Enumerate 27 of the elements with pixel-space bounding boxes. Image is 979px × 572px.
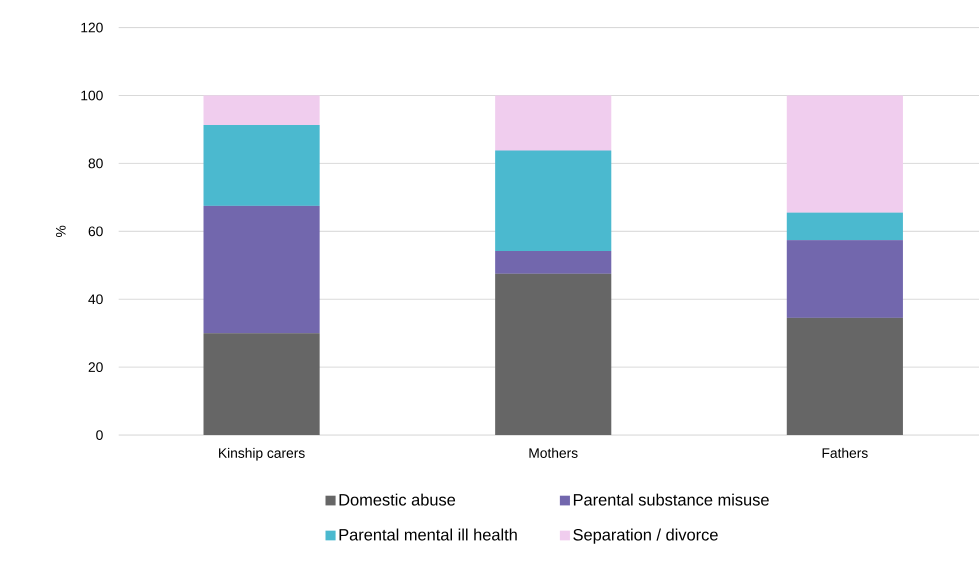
bar xyxy=(204,125,320,206)
x-tick-label: Kinship carers xyxy=(219,448,305,461)
y-tick-label: 120 xyxy=(81,22,103,32)
y-tick-label: 20 xyxy=(88,362,103,372)
y-tick-label: 0 xyxy=(96,430,103,440)
legend-label: Parental substance misuse xyxy=(574,494,769,506)
bar xyxy=(786,318,903,436)
bar xyxy=(204,96,320,126)
legend-label: Separation / divorce xyxy=(573,528,718,544)
bar xyxy=(204,333,320,436)
y-tick-label: 60 xyxy=(88,226,103,236)
bar xyxy=(495,251,612,274)
bar xyxy=(495,274,612,436)
y-tick-label: 40 xyxy=(88,294,103,304)
bar xyxy=(204,206,320,334)
y-tick-label: 80 xyxy=(88,158,103,168)
bar xyxy=(786,240,903,318)
bar xyxy=(495,150,612,252)
legend-label: Parental mental ill health xyxy=(340,528,517,541)
bar xyxy=(786,96,903,213)
x-tick-label: Fathers xyxy=(822,448,868,458)
y-tick-label: 100 xyxy=(81,90,103,100)
y-axis-title: % xyxy=(56,226,66,237)
bar xyxy=(786,212,903,240)
bar xyxy=(495,96,612,151)
legend-label: Domestic abuse xyxy=(340,494,456,506)
x-tick-label: Mothers xyxy=(529,448,578,458)
